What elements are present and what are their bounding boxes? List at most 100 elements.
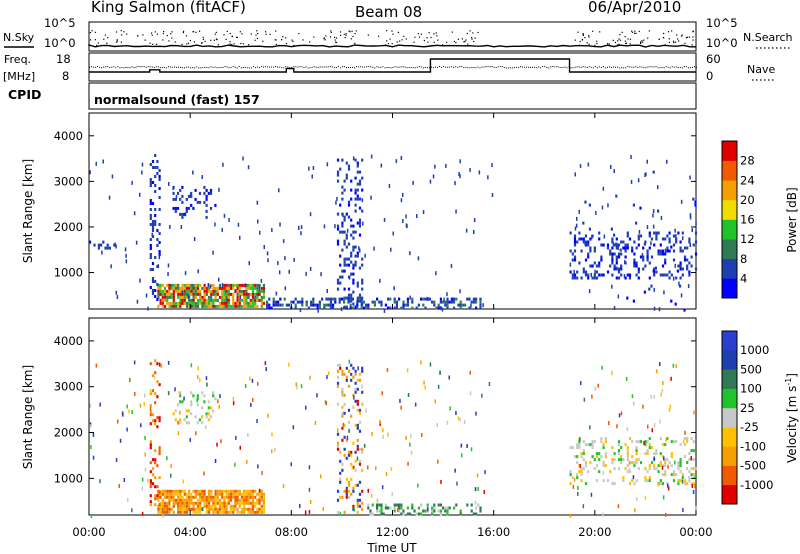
velocity-cell bbox=[660, 392, 662, 397]
power-cell bbox=[184, 212, 187, 217]
power-cell bbox=[354, 260, 357, 264]
velocity-cell bbox=[179, 489, 182, 493]
power-cell bbox=[370, 195, 372, 200]
power-cell bbox=[475, 297, 478, 301]
nsearch-point bbox=[627, 38, 629, 40]
power-cell bbox=[646, 225, 649, 230]
power-cell bbox=[221, 289, 224, 293]
power-cell bbox=[158, 187, 161, 190]
nave-point bbox=[418, 66, 420, 68]
velocity-cell bbox=[595, 464, 599, 468]
nave-point bbox=[627, 66, 629, 68]
velocity-cell bbox=[179, 510, 182, 514]
power-cell bbox=[214, 292, 217, 296]
velocity-cell bbox=[617, 458, 621, 462]
nave-point bbox=[356, 66, 358, 68]
nave-point bbox=[489, 66, 491, 68]
power-cell bbox=[156, 238, 159, 241]
power-cell bbox=[655, 231, 658, 235]
power-cell bbox=[646, 249, 649, 253]
velocity-cell bbox=[376, 506, 379, 510]
velocity-cell bbox=[409, 442, 411, 447]
velocity-cell bbox=[216, 442, 218, 447]
velocity-cell bbox=[400, 506, 403, 510]
nave-point bbox=[184, 67, 186, 69]
nsearch-point bbox=[298, 33, 300, 35]
power-cell bbox=[395, 303, 398, 307]
velocity-cell bbox=[156, 497, 159, 501]
power-cell bbox=[398, 297, 401, 301]
power-cell bbox=[615, 266, 618, 270]
power-cell bbox=[203, 286, 206, 290]
power-cell bbox=[360, 300, 363, 304]
power-cell bbox=[435, 306, 438, 310]
velocity-cell bbox=[677, 479, 680, 483]
power-cell bbox=[683, 246, 687, 250]
velocity-cell bbox=[635, 458, 638, 462]
power-cell bbox=[587, 162, 590, 167]
power-cell bbox=[468, 297, 471, 301]
power-cell bbox=[161, 289, 164, 293]
power-cell bbox=[347, 242, 351, 246]
power-cell bbox=[361, 263, 364, 267]
power-cell bbox=[450, 263, 453, 268]
velocity-cell bbox=[602, 464, 605, 468]
power-cell bbox=[591, 235, 593, 239]
velocity-cell bbox=[156, 425, 159, 429]
power-cell bbox=[163, 286, 167, 290]
power-cell bbox=[203, 185, 206, 189]
velocity-cell bbox=[667, 464, 669, 469]
power-cell bbox=[578, 231, 581, 235]
velocity-cell bbox=[651, 428, 653, 433]
power-cell bbox=[225, 304, 228, 308]
power-ytick-3000: 3000 bbox=[54, 174, 83, 188]
power-cell bbox=[455, 209, 457, 214]
velocity-cell bbox=[246, 459, 248, 464]
velocity-cell bbox=[249, 489, 252, 493]
power-cell bbox=[340, 297, 343, 301]
nave-point bbox=[265, 66, 267, 68]
power-cell bbox=[461, 303, 464, 307]
power-cell bbox=[223, 301, 226, 305]
power-cell bbox=[601, 205, 604, 210]
nave-point bbox=[608, 66, 610, 68]
velocity-cell bbox=[591, 455, 594, 459]
velocity-cell bbox=[203, 471, 205, 476]
velocity-cell bbox=[154, 419, 157, 423]
nsearch-point bbox=[692, 30, 695, 32]
power-cell bbox=[594, 269, 596, 274]
power-cell bbox=[602, 273, 605, 277]
nsearch-point bbox=[181, 43, 183, 46]
velocity-cell bbox=[174, 492, 178, 496]
velocity-cell bbox=[420, 512, 423, 516]
velocity-cell bbox=[635, 449, 638, 453]
power-cell bbox=[275, 291, 278, 296]
velocity-cell bbox=[382, 512, 385, 516]
velocity-cell bbox=[197, 366, 199, 371]
nave-point bbox=[125, 67, 127, 69]
nave-point bbox=[649, 66, 651, 68]
power-cell bbox=[679, 267, 682, 271]
nave-point bbox=[287, 66, 289, 68]
nave-point bbox=[552, 66, 554, 68]
velocity-cell bbox=[149, 410, 152, 414]
nave-point bbox=[422, 67, 424, 69]
velocity-cell bbox=[386, 367, 389, 372]
power-cell bbox=[683, 258, 687, 262]
velocity-cell bbox=[223, 495, 226, 499]
power-cell bbox=[617, 270, 621, 274]
nsearch-point bbox=[446, 41, 448, 43]
power-cell bbox=[692, 197, 695, 201]
velocity-cell bbox=[653, 464, 656, 468]
power-cell bbox=[238, 292, 241, 296]
velocity-cell bbox=[214, 504, 217, 508]
velocity-cell bbox=[341, 495, 344, 499]
power-cell bbox=[343, 260, 346, 264]
power-cell bbox=[316, 303, 319, 307]
power-cell bbox=[101, 250, 103, 255]
power-cell bbox=[256, 289, 259, 293]
power-cell bbox=[406, 224, 408, 229]
velocity-cell bbox=[183, 504, 186, 508]
velocity-cell bbox=[154, 401, 157, 405]
